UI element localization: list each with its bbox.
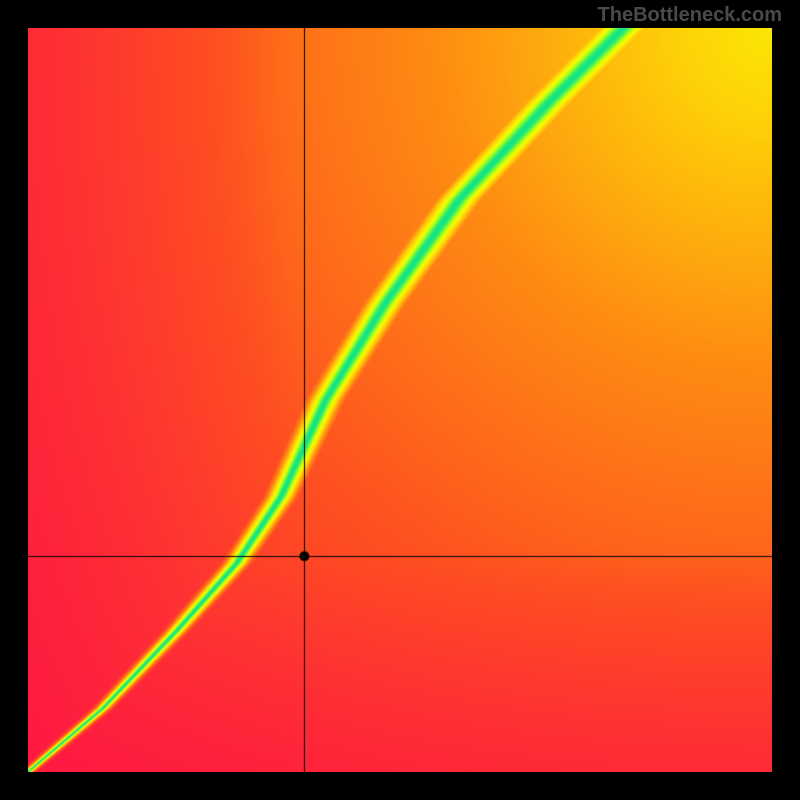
- watermark-text: TheBottleneck.com: [598, 4, 782, 27]
- plot-area: [28, 28, 772, 772]
- heatmap-canvas: [28, 28, 772, 772]
- chart-container: TheBottleneck.com: [0, 0, 800, 800]
